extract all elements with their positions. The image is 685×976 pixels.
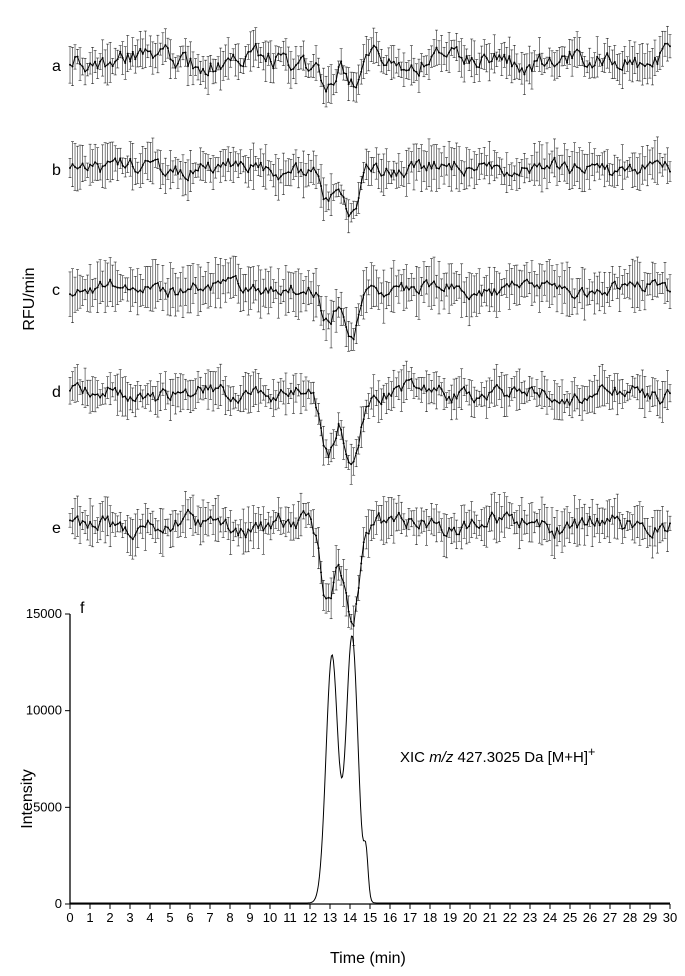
svg-text:24: 24	[543, 910, 557, 925]
svg-text:2: 2	[106, 910, 113, 925]
panel-label-f: f	[80, 600, 84, 618]
svg-text:26: 26	[583, 910, 597, 925]
svg-text:1: 1	[86, 910, 93, 925]
svg-text:17: 17	[403, 910, 417, 925]
svg-text:20: 20	[463, 910, 477, 925]
svg-text:9: 9	[246, 910, 253, 925]
svg-text:28: 28	[623, 910, 637, 925]
xic-annotation-rest: 427.3025 Da [M+H]	[453, 749, 588, 766]
panel-label-e: e	[52, 520, 61, 538]
xic-annotation-sup: +	[588, 745, 595, 759]
svg-text:16: 16	[383, 910, 397, 925]
svg-text:12: 12	[303, 910, 317, 925]
svg-text:5: 5	[166, 910, 173, 925]
svg-text:27: 27	[603, 910, 617, 925]
svg-text:23: 23	[523, 910, 537, 925]
svg-text:22: 22	[503, 910, 517, 925]
rfu-ylabel: RFU/min	[21, 259, 39, 339]
svg-text:4: 4	[146, 910, 153, 925]
svg-text:10: 10	[263, 910, 277, 925]
panel-label-a: a	[52, 58, 61, 76]
svg-text:15000: 15000	[26, 606, 62, 621]
svg-text:7: 7	[206, 910, 213, 925]
intensity-ylabel: Intensity	[19, 759, 37, 839]
xic-annotation-pre: XIC	[400, 749, 429, 766]
svg-text:15: 15	[363, 910, 377, 925]
svg-text:21: 21	[483, 910, 497, 925]
svg-text:30: 30	[663, 910, 677, 925]
svg-text:0: 0	[66, 910, 73, 925]
svg-text:25: 25	[563, 910, 577, 925]
svg-text:8: 8	[226, 910, 233, 925]
time-xlabel: Time (min)	[330, 950, 406, 968]
svg-text:29: 29	[643, 910, 657, 925]
xic-annotation: XIC m/z 427.3025 Da [M+H]+	[400, 745, 595, 766]
panel-label-c: c	[52, 282, 60, 300]
svg-text:13: 13	[323, 910, 337, 925]
svg-text:19: 19	[443, 910, 457, 925]
svg-text:18: 18	[423, 910, 437, 925]
svg-text:11: 11	[283, 910, 297, 925]
svg-text:14: 14	[343, 910, 357, 925]
svg-text:5000: 5000	[33, 799, 62, 814]
panel-label-d: d	[52, 384, 61, 402]
figure-svg: 0500010000150000123456789101112131415161…	[0, 0, 685, 976]
svg-text:6: 6	[186, 910, 193, 925]
svg-text:0: 0	[55, 896, 62, 911]
panel-label-b: b	[52, 162, 61, 180]
xic-mz: m/z	[429, 749, 453, 766]
svg-text:3: 3	[126, 910, 133, 925]
svg-text:10000: 10000	[26, 703, 62, 718]
